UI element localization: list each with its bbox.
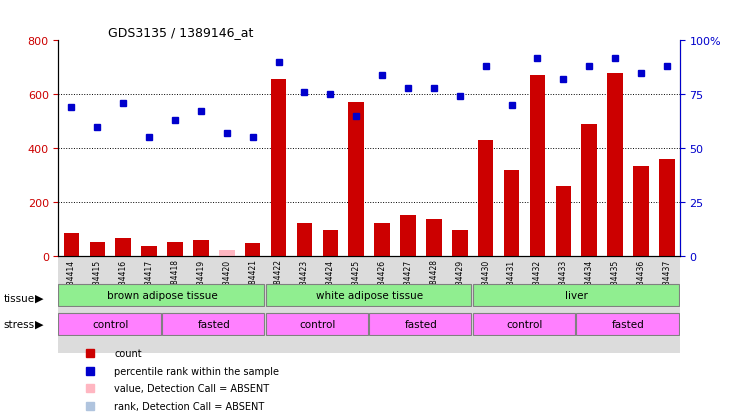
Bar <box>58 256 84 353</box>
Text: brown adipose tissue: brown adipose tissue <box>107 290 217 300</box>
Bar <box>530 76 545 256</box>
Text: fasted: fasted <box>404 319 437 329</box>
Bar <box>213 256 240 353</box>
Bar <box>245 243 260 256</box>
Text: count: count <box>114 348 142 358</box>
Bar <box>162 256 188 353</box>
Text: control: control <box>92 319 129 329</box>
Text: value, Detection Call = ABSENT: value, Detection Call = ABSENT <box>114 383 270 394</box>
FancyBboxPatch shape <box>369 313 471 335</box>
Bar <box>322 230 338 256</box>
Bar <box>607 74 623 256</box>
FancyBboxPatch shape <box>162 313 265 335</box>
Text: control: control <box>507 319 542 329</box>
Bar <box>602 256 628 353</box>
Bar <box>628 256 654 353</box>
Text: GDS3135 / 1389146_at: GDS3135 / 1389146_at <box>108 26 254 39</box>
Text: rank, Detection Call = ABSENT: rank, Detection Call = ABSENT <box>114 401 265 411</box>
Bar <box>297 224 312 256</box>
Text: white adipose tissue: white adipose tissue <box>316 290 423 300</box>
Bar <box>556 186 571 256</box>
Bar <box>452 230 468 256</box>
Bar <box>473 256 499 353</box>
Text: fasted: fasted <box>197 319 230 329</box>
FancyBboxPatch shape <box>265 284 471 306</box>
Bar <box>421 256 447 353</box>
Bar <box>659 159 675 256</box>
Bar <box>499 256 524 353</box>
Text: fasted: fasted <box>612 319 645 329</box>
Bar <box>219 251 235 256</box>
Bar <box>478 140 493 256</box>
Bar <box>188 256 213 353</box>
FancyBboxPatch shape <box>265 313 368 335</box>
Bar <box>344 256 369 353</box>
Text: ▶: ▶ <box>35 293 44 303</box>
Bar <box>400 216 416 256</box>
FancyBboxPatch shape <box>473 313 575 335</box>
Bar <box>369 256 395 353</box>
Bar <box>581 124 597 256</box>
Bar <box>524 256 550 353</box>
Text: percentile rank within the sample: percentile rank within the sample <box>114 366 279 376</box>
Bar <box>265 256 292 353</box>
FancyBboxPatch shape <box>58 313 161 335</box>
FancyBboxPatch shape <box>473 284 678 306</box>
Bar <box>141 247 157 256</box>
FancyBboxPatch shape <box>58 284 265 306</box>
Bar <box>447 256 473 353</box>
Bar <box>270 80 287 256</box>
Bar <box>374 224 390 256</box>
Bar <box>89 242 105 256</box>
Bar <box>633 166 648 256</box>
Text: tissue: tissue <box>4 293 35 303</box>
Bar <box>115 239 131 256</box>
Text: ▶: ▶ <box>35 319 44 329</box>
Bar <box>84 256 110 353</box>
Text: stress: stress <box>4 319 35 329</box>
Bar <box>317 256 344 353</box>
Bar <box>576 256 602 353</box>
Text: liver: liver <box>565 290 588 300</box>
Bar <box>193 241 208 256</box>
Bar <box>395 256 421 353</box>
Bar <box>550 256 576 353</box>
Bar <box>110 256 136 353</box>
Bar <box>426 220 442 256</box>
Bar <box>136 256 162 353</box>
FancyBboxPatch shape <box>576 313 678 335</box>
Bar <box>292 256 317 353</box>
Bar <box>504 170 519 256</box>
Bar <box>349 103 364 256</box>
Text: control: control <box>299 319 336 329</box>
Bar <box>64 233 79 256</box>
Bar <box>240 256 265 353</box>
Bar <box>167 242 183 256</box>
Bar <box>654 256 680 353</box>
